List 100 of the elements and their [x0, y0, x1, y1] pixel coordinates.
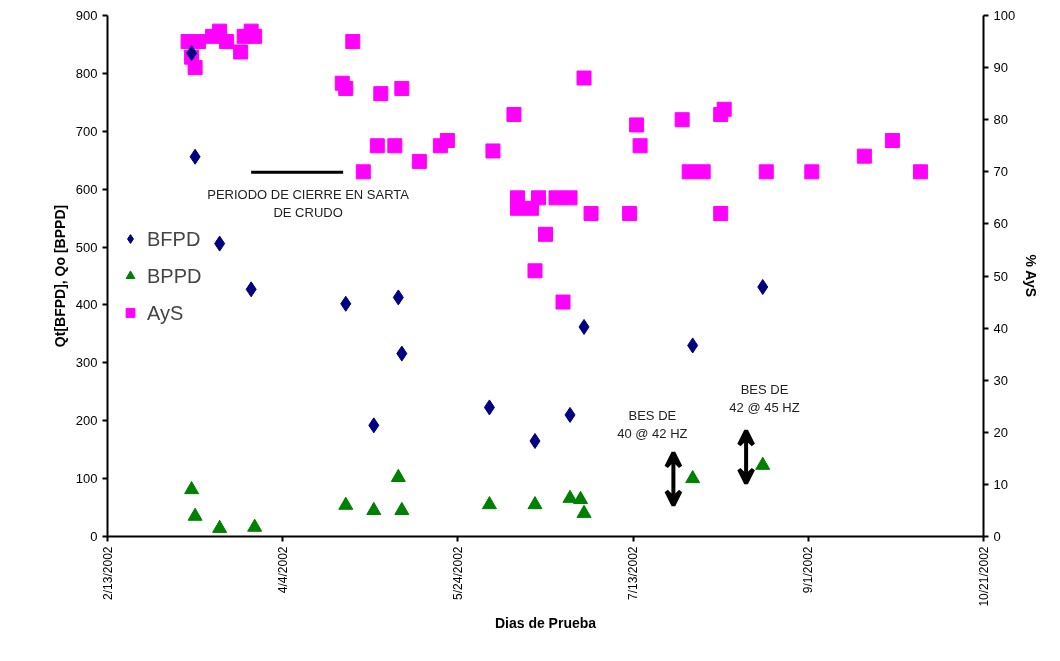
- y2-axis-title: % AyS: [1023, 254, 1040, 298]
- point: [340, 295, 352, 312]
- point: [186, 45, 198, 62]
- point: [506, 106, 522, 122]
- point: [338, 496, 354, 510]
- point: [757, 279, 769, 295]
- y2-tick-label: 30: [993, 372, 1008, 388]
- point: [191, 34, 207, 50]
- point: [758, 164, 774, 180]
- point: [355, 164, 371, 180]
- y2-tick-label: 70: [993, 164, 1008, 180]
- point: [481, 496, 497, 510]
- point: [373, 86, 389, 102]
- point: [247, 518, 263, 532]
- point: [369, 138, 385, 154]
- x-tick-label: 10/21/2002: [976, 546, 991, 607]
- x-tick-label: 7/13/2002: [626, 546, 641, 600]
- point: [187, 507, 203, 521]
- point: [394, 80, 410, 96]
- legend-label: BPPD: [147, 264, 202, 287]
- point: [583, 205, 599, 221]
- point: [247, 28, 263, 44]
- point: [530, 190, 546, 206]
- point: [527, 263, 543, 279]
- point: [509, 190, 525, 206]
- point: [485, 143, 501, 159]
- point: [390, 468, 406, 482]
- y-tick-label: 100: [75, 471, 98, 487]
- point: [884, 133, 900, 149]
- point: [214, 235, 226, 252]
- y2-tick-label: 100: [993, 8, 1016, 23]
- point: [716, 101, 732, 117]
- y2-tick-label: 90: [993, 60, 1008, 76]
- y-tick-label: 200: [75, 413, 98, 429]
- point: [394, 501, 410, 515]
- x-tick-label: 9/1/2002: [801, 546, 816, 594]
- point: [555, 294, 571, 310]
- legend-label: AyS: [147, 301, 184, 324]
- y-tick-label: 900: [75, 8, 98, 23]
- point: [576, 504, 592, 518]
- point: [189, 148, 201, 165]
- annotation: PERIODO DE CIERRE EN SARTA DE CRUDO: [207, 187, 410, 221]
- y-tick-label: 0: [90, 529, 98, 544]
- point: [368, 417, 380, 434]
- point: [578, 318, 590, 335]
- y-tick-label: 700: [75, 123, 98, 139]
- annotation: BES DE 40 @ 42 HZ: [617, 408, 688, 442]
- y2-tick-label: 40: [993, 320, 1008, 336]
- point: [439, 133, 455, 149]
- y2-tick-label: 0: [993, 529, 1001, 544]
- point: [912, 164, 928, 180]
- point: [713, 205, 729, 221]
- y-axis-title: Qt[BFPD], Qo [BPPD]: [51, 204, 68, 348]
- y2-tick-label: 80: [993, 112, 1008, 128]
- point: [629, 117, 645, 133]
- point: [687, 337, 699, 354]
- point: [562, 190, 578, 206]
- y2-tick-label: 20: [993, 424, 1008, 440]
- y-tick-label: 500: [75, 239, 98, 255]
- point: [366, 501, 382, 515]
- y-tick-label: 800: [75, 65, 98, 81]
- point: [212, 519, 228, 533]
- x-tick-label: 5/24/2002: [450, 546, 465, 600]
- point: [338, 80, 354, 96]
- point: [392, 289, 404, 306]
- point: [396, 345, 408, 362]
- point: [345, 34, 361, 50]
- point: [219, 34, 235, 50]
- y2-tick-label: 10: [993, 476, 1008, 492]
- annotation: BES DE 42 @ 45 HZ: [729, 382, 800, 416]
- point: [245, 281, 257, 298]
- point: [804, 164, 820, 180]
- point: [187, 60, 203, 76]
- point: [755, 456, 771, 470]
- point: [483, 399, 495, 416]
- x-tick-label: 2/13/2002: [100, 546, 115, 600]
- point: [184, 481, 200, 495]
- point: [387, 138, 403, 154]
- y-tick-label: 600: [75, 181, 98, 197]
- y-tick-label: 300: [75, 355, 98, 371]
- point: [695, 164, 711, 180]
- point: [681, 164, 697, 180]
- point: [622, 205, 638, 221]
- point: [674, 112, 690, 128]
- point: [411, 153, 427, 169]
- y2-tick-label: 50: [993, 268, 1008, 284]
- x-tick-label: 4/4/2002: [275, 546, 290, 594]
- x-axis-title: Dias de Prueba: [494, 614, 597, 631]
- point: [538, 226, 553, 242]
- point: [548, 190, 564, 206]
- legend-label: BFPD: [147, 227, 201, 250]
- point: [573, 490, 589, 504]
- point: [529, 432, 541, 449]
- point: [562, 489, 578, 503]
- y2-tick-label: 60: [993, 216, 1008, 232]
- point: [564, 406, 576, 423]
- point: [233, 44, 249, 60]
- point: [632, 138, 648, 154]
- point: [576, 70, 592, 86]
- point: [685, 470, 701, 484]
